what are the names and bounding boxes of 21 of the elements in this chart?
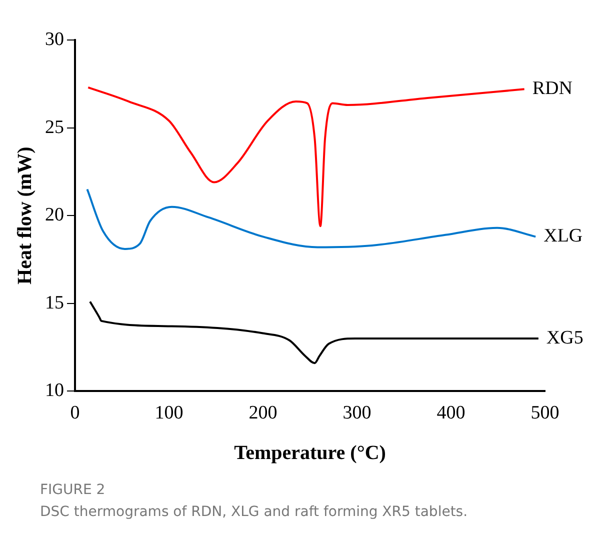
series-label: XLG <box>544 226 583 247</box>
y-tick-label: 15 <box>45 292 64 314</box>
caption: FIGURE 2 <box>40 482 106 498</box>
line-series <box>87 86 526 228</box>
series-label: RDN <box>532 78 573 100</box>
x-tick-label: 100 <box>154 402 184 424</box>
text: DSC thermograms of RDN, XLG and raft forming XR5 tablets. <box>40 504 468 520</box>
y-tick-label: 20 <box>45 204 64 226</box>
y-tick-label: 30 <box>45 28 64 50</box>
x-tick-label: 0 <box>70 402 80 424</box>
y-tick-label: 25 <box>45 116 64 138</box>
y-axis-title: Heat flow (mW) <box>14 146 36 284</box>
x-tick-label: 200 <box>248 402 278 424</box>
y-tick-label: 10 <box>45 380 64 402</box>
line-series <box>86 188 537 250</box>
x-tick-label: 500 <box>530 402 560 424</box>
series-label: XG5 <box>546 328 584 349</box>
x-axis-title: Temperature (°C) <box>234 442 386 464</box>
x-tick-label: 300 <box>342 402 372 424</box>
x-tick-label: 400 <box>436 402 466 424</box>
line-series <box>89 300 540 364</box>
